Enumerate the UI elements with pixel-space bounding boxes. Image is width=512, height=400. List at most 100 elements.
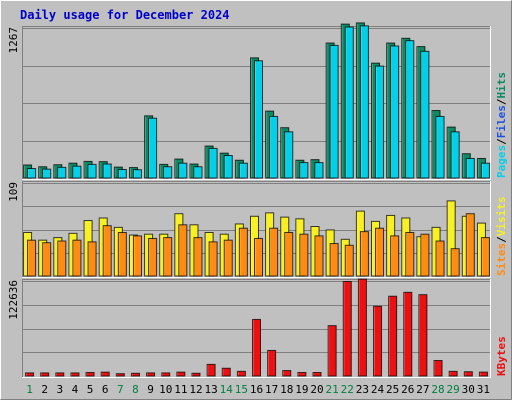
kbytes-kbytes-bar <box>130 372 140 377</box>
day-label: 3 <box>57 383 64 396</box>
visits-max-label: 109 <box>7 182 20 202</box>
day-label: 22 <box>341 383 354 396</box>
hits-legend: Pages/Files/Hits <box>495 72 508 178</box>
kbytes-kbytes-bar <box>85 372 95 377</box>
hits-pages-bar <box>269 115 279 179</box>
day-label: 5 <box>87 383 94 396</box>
visits-legend: Sites/Visits <box>495 197 508 277</box>
hits-pages-bar <box>375 65 385 179</box>
visits-sites-bar <box>480 237 490 277</box>
hits-pages-bar <box>299 162 309 179</box>
day-label: 28 <box>431 383 444 396</box>
hits-pages-bar <box>254 60 263 179</box>
day-label: 12 <box>189 383 202 396</box>
visits-sites-bar <box>27 239 37 277</box>
hits-pages-bar <box>57 166 67 179</box>
hits-pages-bar <box>163 166 173 179</box>
hits-pages-bar <box>314 162 324 179</box>
visits-sites-bar <box>420 233 430 277</box>
visits-sites-bar <box>405 231 415 277</box>
kbytes-kbytes-bar <box>191 372 201 377</box>
day-label: 8 <box>132 383 139 396</box>
visits-sites-bar <box>390 235 400 277</box>
legend-files: Files <box>495 105 508 138</box>
visits-sites-bar <box>102 225 112 277</box>
day-labels: 1 2 3 4 5 6 7 8 9 10 11 12 13 14 15 16 17 18 19 20 21 22 23 24 2… <box>26 383 490 396</box>
visits-sites-bar <box>163 237 173 277</box>
hits-pages-bar <box>238 162 248 179</box>
hits-pages-bar <box>480 162 490 179</box>
hits-pages-bar <box>284 131 294 179</box>
hits-panel: 1267 Pages/Files/Hits <box>7 22 508 180</box>
day-label: 19 <box>295 383 308 396</box>
visits-sites-bar <box>269 227 279 277</box>
chart-title: Daily usage for December 2024 <box>20 8 230 22</box>
kbytes-kbytes-bar <box>267 349 277 377</box>
hits-pages-bar <box>329 44 339 179</box>
kbytes-kbytes-bar <box>373 305 383 377</box>
day-label: 2 <box>41 383 48 396</box>
kbytes-legend: KBytes <box>495 336 508 376</box>
kbytes-kbytes-bar <box>433 360 443 377</box>
kbytes-kbytes-bar <box>403 291 413 377</box>
day-label: 6 <box>102 383 109 396</box>
visits-sites-bar <box>148 237 158 277</box>
kbytes-kbytes-bar <box>40 372 50 377</box>
day-label: 25 <box>386 383 399 396</box>
day-label: 21 <box>326 383 339 396</box>
day-label: 31 <box>477 383 490 396</box>
hits-pages-bar <box>117 168 127 179</box>
day-label: 29 <box>447 383 460 396</box>
visits-sites-bar <box>72 239 82 277</box>
visits-sites-bar <box>208 241 218 277</box>
hits-pages-bar <box>132 169 142 179</box>
visits-sites-bar <box>87 241 97 277</box>
legend-visits: Visits <box>495 197 508 237</box>
legend-separator: / <box>495 98 508 105</box>
kbytes-kbytes-bar <box>463 371 473 377</box>
day-label: 14 <box>220 383 234 396</box>
hits-pages-bar <box>148 117 158 179</box>
visits-sites-bar <box>117 231 127 277</box>
visits-sites-bar <box>435 240 445 277</box>
day-label: 20 <box>310 383 323 396</box>
visits-panel: 109 Sites/Visits <box>7 181 508 278</box>
hits-pages-bar <box>42 168 52 179</box>
visits-sites-bar <box>299 233 309 277</box>
visits-sites-bar <box>57 240 67 277</box>
visits-sites-bar <box>238 227 248 277</box>
day-label: 10 <box>159 383 172 396</box>
legend-pages: Pages <box>495 145 508 178</box>
hits-max-label: 1267 <box>7 27 20 54</box>
hits-pages-bar <box>390 45 400 179</box>
day-label: 17 <box>265 383 278 396</box>
kbytes-kbytes-bar <box>312 372 322 377</box>
day-label: 27 <box>416 383 429 396</box>
visits-sites-bar <box>132 235 142 277</box>
legend-kbytes: KBytes <box>495 336 508 376</box>
hits-pages-bar <box>405 40 415 179</box>
day-label: 15 <box>235 383 248 396</box>
visits-sites-bar <box>223 239 233 277</box>
kbytes-kbytes-bar <box>100 371 110 377</box>
kbytes-kbytes-bar <box>146 372 156 377</box>
kbytes-kbytes-bar <box>55 372 65 377</box>
day-label: 13 <box>204 383 217 396</box>
kbytes-kbytes-bar <box>297 372 307 377</box>
legend-separator: / <box>495 138 508 145</box>
visits-sites-bar <box>344 244 354 277</box>
hits-pages-bar <box>72 165 82 179</box>
day-label: 23 <box>356 383 369 396</box>
visits-sites-bar <box>193 237 203 277</box>
hits-pages-bar <box>435 115 445 179</box>
kbytes-kbytes-bar <box>236 370 246 377</box>
visits-sites-bar <box>42 242 52 277</box>
day-label: 16 <box>250 383 263 396</box>
legend-separator: / <box>495 236 508 243</box>
kbytes-kbytes-bar <box>342 280 352 377</box>
kbytes-kbytes-bar <box>448 370 458 377</box>
kbytes-kbytes-bar <box>357 278 367 377</box>
hits-pages-bar <box>27 168 37 179</box>
kbytes-max-label: 122636 <box>7 280 20 320</box>
